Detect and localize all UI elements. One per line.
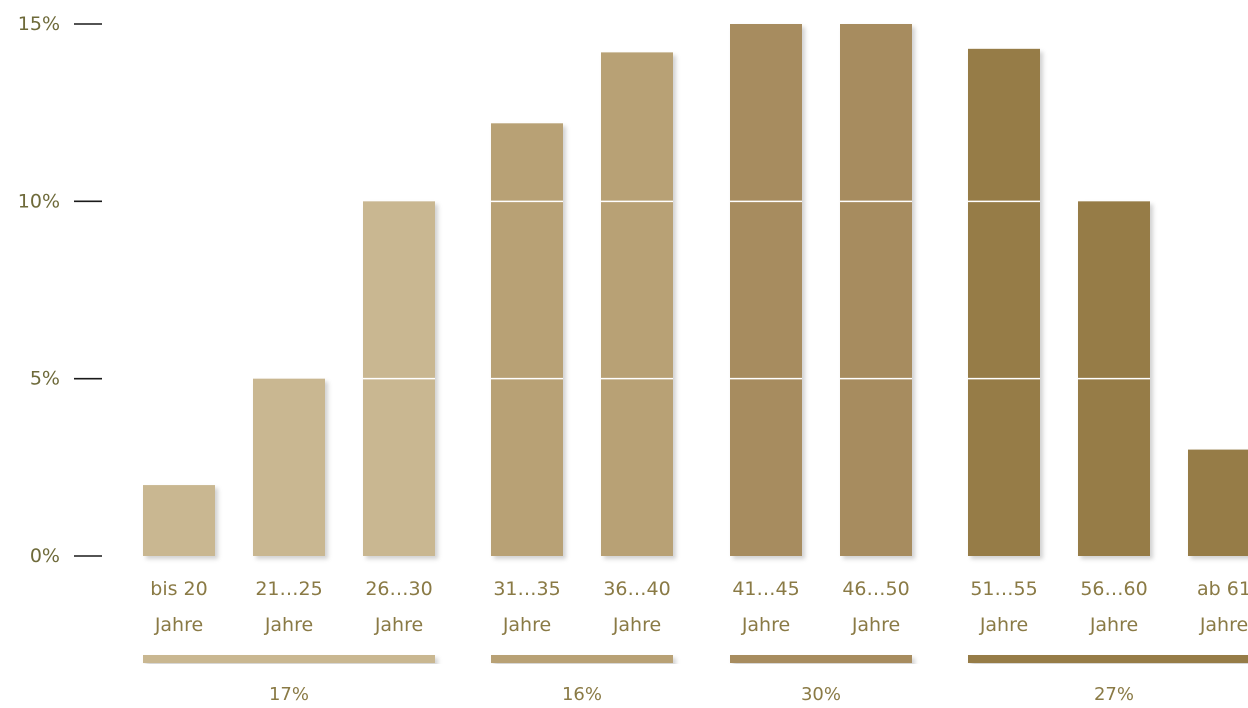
bars (143, 24, 1248, 557)
x-tick-label: ab 61 (1197, 578, 1248, 600)
x-tick-label: Jahre (741, 614, 790, 636)
x-tick-label: Jahre (154, 614, 203, 636)
x-tick-label: 41…45 (732, 578, 799, 600)
x-tick-label: Jahre (1089, 614, 1138, 636)
group-bracket (730, 655, 912, 663)
x-tick-label: Jahre (374, 614, 423, 636)
x-tick-label: 56…60 (1080, 578, 1147, 600)
group-brackets: 17% 16% 30% 27% (143, 655, 1248, 705)
x-tick-label: Jahre (979, 614, 1028, 636)
category-labels: bis 20 Jahre 21…25 Jahre 26…30 Jahre 31…35 Jahr… (150, 578, 1248, 636)
group-bracket (143, 655, 435, 663)
x-tick-label: Jahre (612, 614, 661, 636)
x-tick-label: 46…50 (842, 578, 909, 600)
x-tick-label: 26…30 (365, 578, 432, 600)
x-tick-label: 31…35 (493, 578, 560, 600)
x-tick-label: 51…55 (970, 578, 1037, 600)
x-tick-label: bis 20 (150, 578, 207, 600)
x-tick-label: Jahre (264, 614, 313, 636)
y-tick-label: 5% (30, 368, 60, 390)
y-axis: 0% 5% 10% 15% (18, 13, 102, 567)
group-percentage-label: 16% (562, 684, 602, 705)
group-bracket (968, 655, 1248, 663)
y-tick-label: 10% (18, 190, 60, 212)
group-percentage-label: 17% (269, 684, 309, 705)
bar (491, 123, 563, 556)
x-tick-label: Jahre (502, 614, 551, 636)
bar (143, 485, 215, 556)
group-bracket (491, 655, 673, 663)
group-percentage-label: 30% (801, 684, 841, 705)
bar (1188, 449, 1248, 556)
bar (601, 52, 673, 557)
y-tick-label: 15% (18, 13, 60, 35)
x-tick-label: Jahre (1199, 614, 1248, 636)
y-tick-label: 0% (30, 545, 60, 567)
bar (968, 48, 1040, 557)
group-percentage-label: 27% (1094, 684, 1134, 705)
bar (253, 378, 325, 556)
bar (840, 24, 912, 556)
bar (730, 24, 802, 556)
x-tick-label: 21…25 (255, 578, 322, 600)
x-tick-label: Jahre (851, 614, 900, 636)
x-tick-label: 36…40 (603, 578, 670, 600)
